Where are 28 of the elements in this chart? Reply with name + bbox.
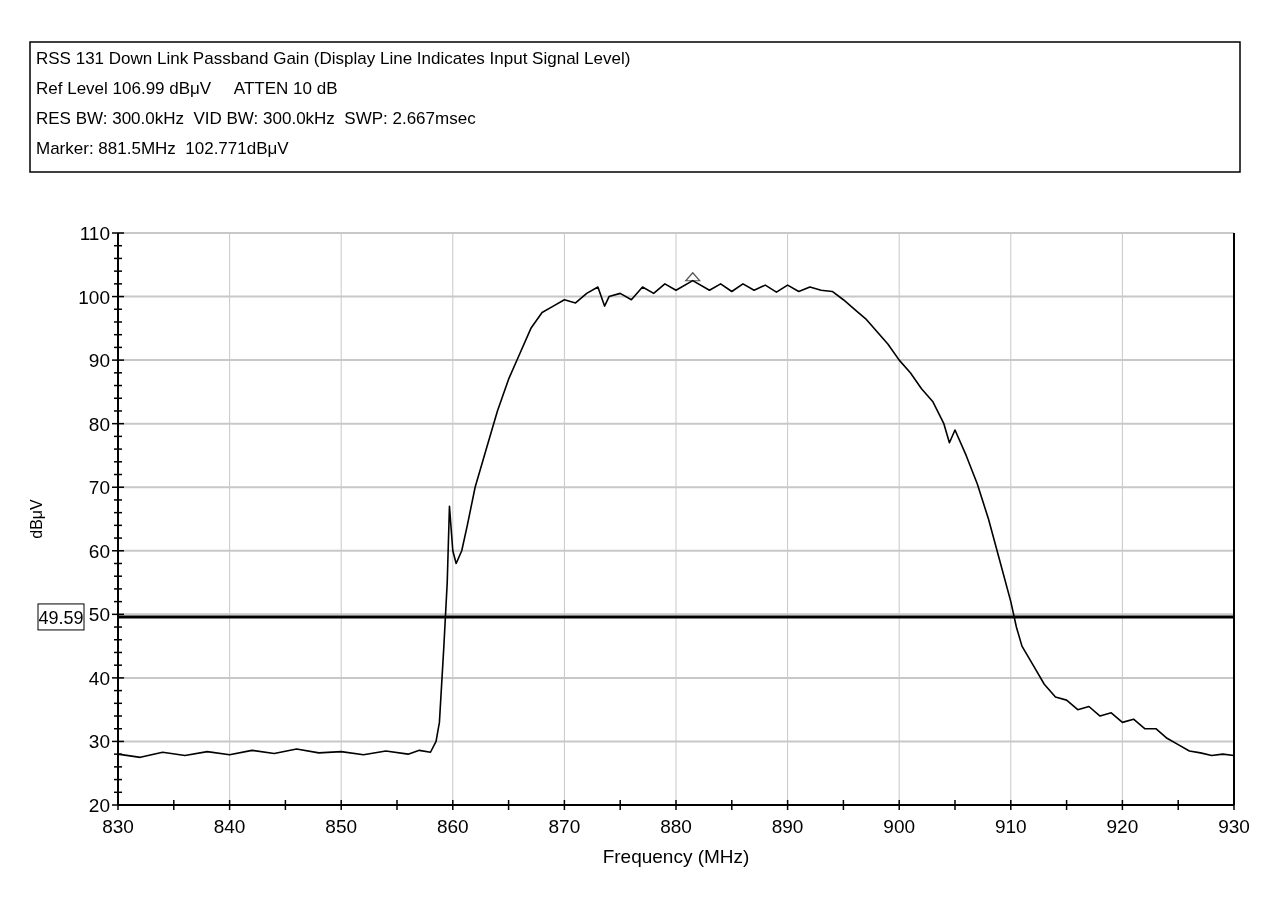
y-tick-label: 50 bbox=[88, 604, 110, 626]
x-tick-label: 840 bbox=[213, 816, 246, 837]
x-tick-label: 880 bbox=[660, 816, 692, 837]
y-tick-label: 90 bbox=[88, 350, 110, 372]
y-axis-title: dBμV bbox=[28, 498, 45, 539]
y-tick-label: 80 bbox=[88, 413, 110, 435]
text: Ref Level 106.99 dBμV ATTEN 10 dB bbox=[36, 79, 338, 98]
x-tick-label: 870 bbox=[548, 816, 581, 837]
x-tick-label: 890 bbox=[771, 816, 804, 837]
x-tick-label: 900 bbox=[883, 816, 916, 837]
x-tick-label: 910 bbox=[994, 816, 1027, 837]
x-tick-label: 850 bbox=[325, 816, 358, 837]
text: Marker: 881.5MHz 102.771dBμV bbox=[36, 139, 290, 158]
x-tick-label: 830 bbox=[102, 816, 134, 837]
x-tick-label: 860 bbox=[436, 816, 469, 837]
y-tick-label: 60 bbox=[88, 540, 110, 562]
y-tick-label: 30 bbox=[88, 731, 110, 753]
x-axis-title: Frequency (MHz) bbox=[602, 846, 750, 867]
chart-title: RSS 131 Down Link Passband Gain (Display Line Indicates Input Signal Level) bbox=[36, 49, 631, 68]
x-tick-label: 920 bbox=[1106, 816, 1139, 837]
y-tick-label: 70 bbox=[88, 477, 110, 499]
x-tick-label: 930 bbox=[1218, 816, 1250, 837]
y-tick-label: 20 bbox=[88, 795, 110, 816]
ref-line-label: 49.59 bbox=[38, 607, 84, 628]
y-tick-label: 100 bbox=[78, 286, 110, 308]
text: RES BW: 300.0kHz VID BW: 300.0kHz SWP: 2.667msec bbox=[36, 109, 477, 128]
y-tick-label: 110 bbox=[79, 223, 110, 244]
y-tick-label: 40 bbox=[88, 667, 110, 689]
